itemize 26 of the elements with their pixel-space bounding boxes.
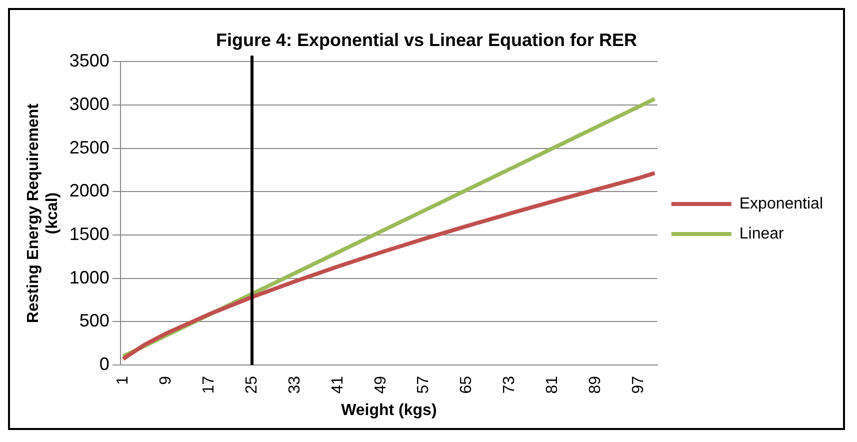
y-tick-label: 2000 [69,180,110,201]
x-tick-label: 33 [286,376,304,394]
x-tick-label: 9 [157,376,174,385]
legend-label: Exponential [739,195,824,212]
y-axis-title: Resting Energy Requirement (kcal) [25,102,62,324]
x-tick-label: 97 [630,376,647,394]
x-axis-title: Weight (kgs) [341,402,437,419]
y-tick-label: 500 [79,310,110,331]
x-tick-label: 49 [372,376,390,394]
x-tick-label: 41 [329,376,346,394]
legend-label: Linear [739,225,785,242]
y-tick-label: 0 [99,354,110,374]
x-tick-label: 73 [501,376,518,394]
y-tick-label: 1000 [69,267,110,288]
y-tick-label: 3500 [69,50,110,71]
x-tick-label: 17 [200,376,218,394]
chart-title: Figure 4: Exponential vs Linear Equation for RER [216,30,638,50]
x-tick-label: 65 [458,376,476,394]
x-tick-label: 1 [114,376,132,385]
y-tick-label: 1500 [69,224,110,244]
x-tick-label: 89 [587,376,604,394]
x-tick-label: 81 [544,376,562,394]
x-tick-label: 57 [415,376,432,394]
y-tick-label: 2500 [69,137,110,158]
x-tick-label: 25 [243,376,260,394]
y-tick-label: 3000 [69,94,110,114]
